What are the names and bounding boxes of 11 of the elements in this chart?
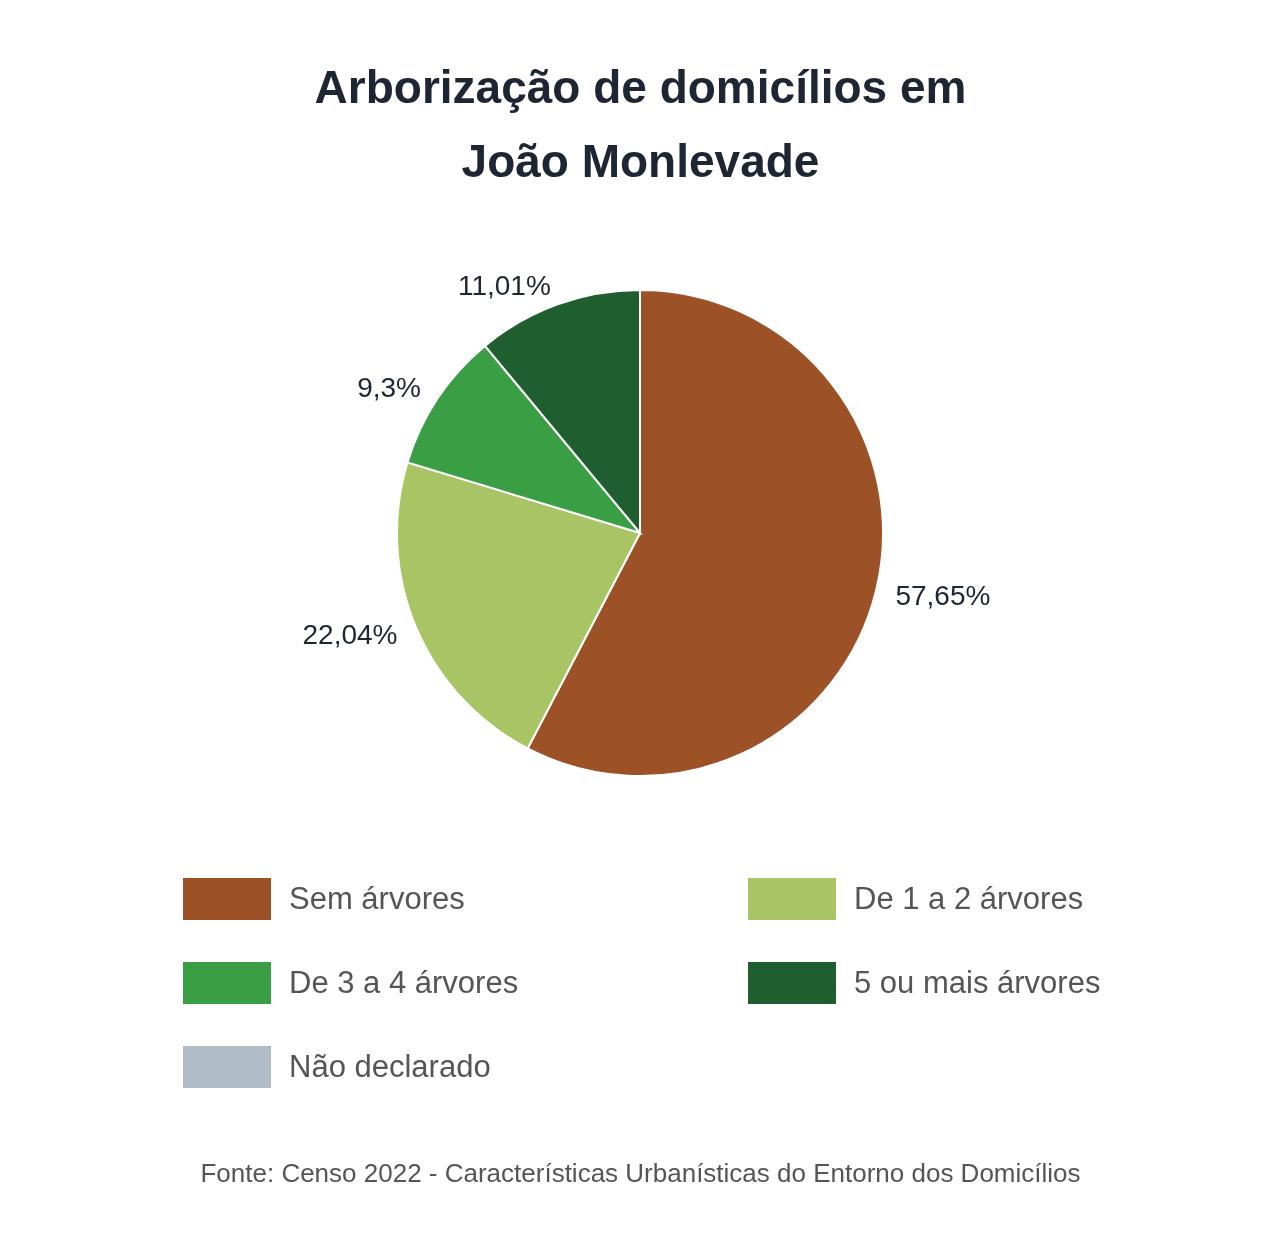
data-label: 22,04% [302,619,398,651]
data-label: 11,01% [457,270,551,302]
legend-label: De 3 a 4 árvores [289,965,519,1001]
legend-label: Não declarado [289,1049,491,1085]
data-label: 9,3% [357,371,421,403]
legend-label: De 1 a 2 árvores [854,881,1084,917]
chart-title: Arborização de domicílios em João Monlevade [313,60,968,189]
data-label: 57,65% [895,580,991,612]
legend-label: 5 ou mais árvores [854,965,1101,1001]
source-note: Fonte: Censo 2022 - Características Urbanísticas do Entorno dos Domicílios [199,1158,1082,1189]
legend-label: Sem árvores [289,881,465,917]
